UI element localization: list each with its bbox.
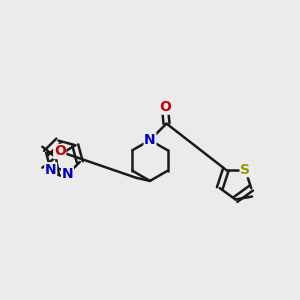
Text: O: O	[159, 100, 171, 114]
Text: N: N	[62, 167, 73, 181]
Text: S: S	[240, 163, 250, 177]
Text: O: O	[54, 145, 66, 158]
Text: N: N	[144, 133, 156, 147]
Text: N: N	[45, 163, 56, 177]
